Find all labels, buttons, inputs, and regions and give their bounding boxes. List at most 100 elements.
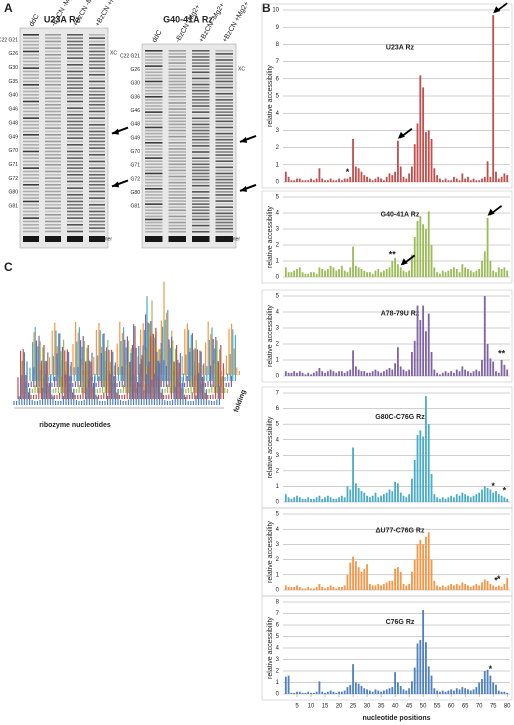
bar [444,178,447,182]
gel-band [168,53,186,55]
gel-band [192,50,210,52]
gel-band [168,132,186,135]
bar [354,265,357,277]
bar [402,689,405,694]
bar [388,173,391,182]
gel-band [45,230,61,233]
gel-band [89,90,105,93]
bar [287,497,290,502]
y-tick-label: 3 [276,128,280,134]
annotation: * [503,486,507,496]
arrow-head [397,131,405,139]
gel-band [67,177,83,179]
bar [380,495,382,502]
gel-band [145,111,163,113]
y-tick-label: 1 [276,680,280,686]
gel-band [215,169,233,172]
gel-band [168,175,186,178]
bar [326,180,329,182]
bar [329,585,332,590]
gel-band [192,209,210,212]
arrow-head [400,258,408,266]
gel-band [145,221,163,224]
y-tick-label: 4 [276,310,280,316]
bar [296,585,298,590]
bar [312,692,315,694]
gel-band [67,80,83,83]
chart-title: C76G Rz [386,619,415,626]
gel-band [145,96,163,98]
gel-title: G40-41A Rz [163,14,213,24]
gel-band [215,68,233,70]
gel-band [215,123,233,126]
bar [340,691,343,694]
bar [391,369,394,376]
gel-band [168,74,186,77]
gel-band [67,137,83,139]
band-label: G81 [9,203,19,209]
gel-band [168,209,186,212]
bar [357,267,360,277]
bar [405,497,408,502]
bar [399,366,402,376]
x-tick-label: 5 [295,704,299,710]
bar [310,178,312,182]
bar [425,229,427,277]
gel-band [45,217,61,219]
gel-band [23,154,39,156]
bar [366,495,368,502]
gel-band [67,200,83,203]
y-tick-label: 4 [276,646,280,652]
bar [461,492,464,502]
bar [318,368,321,376]
bar [469,180,472,182]
gel-band [215,86,233,89]
bar [439,498,441,502]
chart-frame [261,289,513,383]
bar [396,567,399,590]
arrow-head [493,6,501,14]
bar [453,267,455,277]
gel-band [23,40,39,43]
gel-band [67,104,83,106]
gel-band [45,67,61,69]
band-label: G71 [9,162,19,168]
bar [416,305,419,376]
gel-band [23,200,39,203]
arrow-head [112,128,119,135]
gel-band [45,117,61,119]
gel-band [192,74,210,77]
gel-band [89,124,105,126]
bar [436,585,439,590]
bar [461,687,464,694]
gel-band [215,154,233,156]
x-tick-label: 10 [308,704,315,710]
bar [481,679,483,694]
bar [363,270,366,277]
bar [371,585,374,590]
bar [478,269,481,277]
y-axis-label: relative accessibility [267,65,274,127]
gel-band [89,40,105,43]
gel-band [23,54,39,56]
bar [422,436,425,502]
bar [360,171,363,182]
bar [441,270,444,277]
chart-frame [261,190,513,284]
y-axis-label: relative accessibility [267,521,274,583]
y-tick-label: 3 [276,453,280,459]
bar [455,369,458,376]
bar [324,692,326,694]
gel-band [168,191,186,193]
bar [453,372,455,376]
bar [469,586,472,590]
bar [447,372,450,376]
gel-band [45,54,61,56]
annotation: ** [498,348,506,358]
y-tick-label: 2 [276,468,280,474]
gel-band [23,207,39,209]
gel-band [215,200,233,202]
gel-band [145,230,163,233]
bar [354,166,357,182]
chart-title: U23A Rz [386,45,415,52]
